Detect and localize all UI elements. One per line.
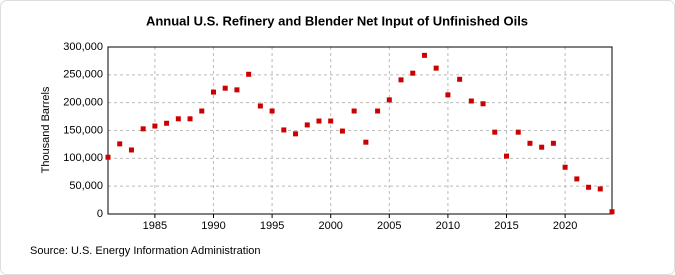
x-tick-label: 2010 xyxy=(436,220,460,232)
plot-border xyxy=(107,46,613,215)
point xyxy=(316,118,322,124)
point xyxy=(433,65,439,71)
point xyxy=(398,77,404,83)
point xyxy=(609,209,615,215)
point xyxy=(246,71,252,77)
point xyxy=(457,76,463,82)
point xyxy=(504,153,510,159)
point xyxy=(281,127,287,133)
point xyxy=(445,92,451,98)
point xyxy=(386,97,392,103)
point xyxy=(550,140,556,146)
point xyxy=(328,118,334,124)
point xyxy=(574,176,580,182)
point xyxy=(117,141,123,147)
y-tick-label: 300,000 xyxy=(63,41,103,53)
point xyxy=(152,123,158,129)
x-tick-label: 1990 xyxy=(201,220,225,232)
y-tick-label: 50,000 xyxy=(69,180,103,192)
point xyxy=(187,116,193,122)
point xyxy=(175,116,181,122)
point xyxy=(304,122,310,128)
y-tick-label: 200,000 xyxy=(63,97,103,109)
point xyxy=(293,131,299,137)
y-tick-label: 150,000 xyxy=(63,124,103,136)
chart-title: Annual U.S. Refinery and Blender Net Inp… xyxy=(146,13,528,28)
x-tick-label: 1995 xyxy=(260,220,284,232)
y-tick-label: 100,000 xyxy=(63,152,103,164)
point xyxy=(210,89,216,95)
point xyxy=(269,108,275,114)
point xyxy=(597,186,603,192)
point xyxy=(492,129,498,135)
point xyxy=(480,101,486,107)
point xyxy=(539,144,545,150)
point xyxy=(375,108,381,114)
point xyxy=(234,87,240,93)
point xyxy=(515,129,521,135)
source-note: Source: U.S. Energy Information Administ… xyxy=(30,245,261,257)
x-tick-label: 2020 xyxy=(553,220,577,232)
x-tick-label: 2015 xyxy=(494,220,518,232)
y-tick-label: 250,000 xyxy=(63,69,103,81)
x-tick-label: 2000 xyxy=(318,220,342,232)
point xyxy=(421,52,427,58)
point xyxy=(140,126,146,132)
point xyxy=(468,98,474,104)
y-tick-label: 0 xyxy=(97,208,103,220)
point xyxy=(410,70,416,76)
point xyxy=(128,147,134,153)
point xyxy=(199,108,205,114)
point xyxy=(164,120,170,126)
x-tick-label: 1985 xyxy=(143,220,167,232)
point xyxy=(222,85,228,91)
point xyxy=(527,140,533,146)
y-axis-label: Thousand Barrels xyxy=(40,86,52,173)
point xyxy=(586,184,592,190)
point xyxy=(339,128,345,134)
point xyxy=(257,103,263,109)
point xyxy=(351,108,357,114)
point xyxy=(562,164,568,170)
point xyxy=(363,139,369,145)
point xyxy=(105,154,111,160)
x-tick-label: 2005 xyxy=(377,220,401,232)
